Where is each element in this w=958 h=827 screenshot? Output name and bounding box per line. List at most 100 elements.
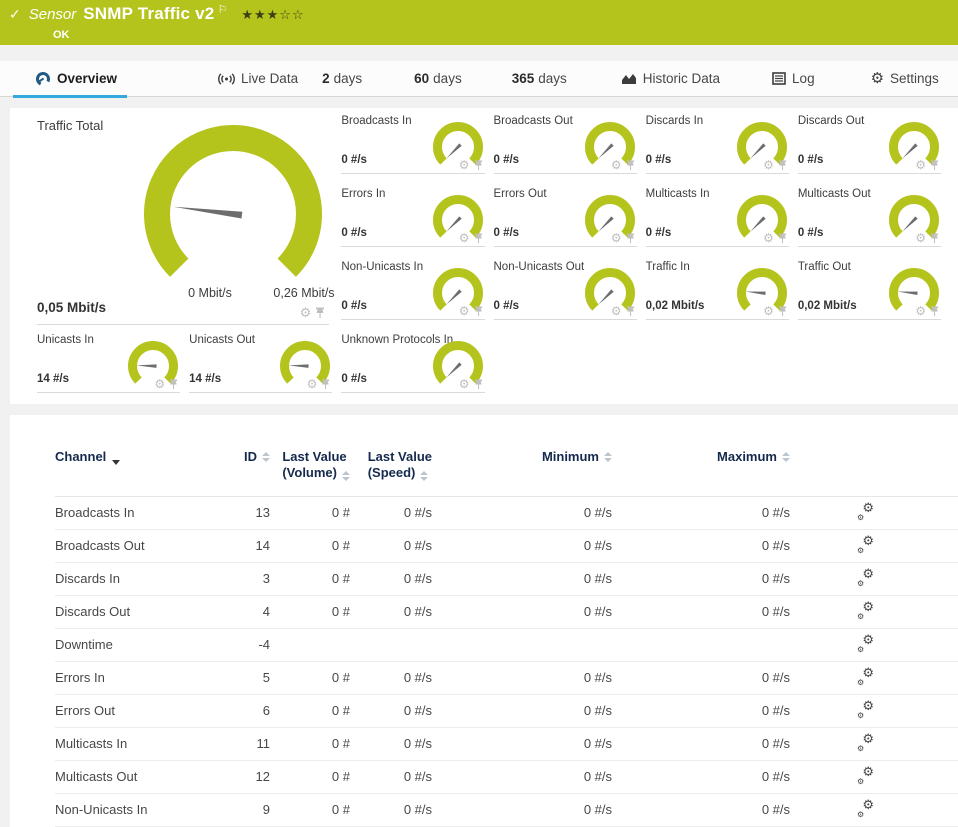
gear-icon[interactable]: ⚙	[458, 377, 470, 391]
channel-name: Downtime	[55, 637, 113, 652]
tab-live-data[interactable]: Live Data	[218, 61, 298, 97]
tab-historic-data[interactable]: Historic Data	[621, 61, 720, 97]
channel-last-value-speed: 0 #/s	[403, 703, 432, 718]
gear-icon[interactable]: ⚙	[610, 158, 622, 172]
channel-gauge-tile[interactable]: Unknown Protocols In 0 #/s ⚙	[341, 329, 493, 402]
tab-365-days[interactable]: 365 days	[512, 61, 567, 97]
gear-icon[interactable]: ⚙	[915, 304, 926, 318]
channel-name: Multicasts Out	[55, 769, 138, 784]
gear-icon[interactable]: ⚙	[915, 158, 926, 172]
pin-icon[interactable]	[778, 160, 787, 171]
gear-icon[interactable]: ⚙	[915, 231, 926, 245]
channel-settings-gears-icon[interactable]: ⚙ ⚙	[857, 698, 874, 720]
gear-icon[interactable]: ⚙	[763, 158, 774, 172]
tab-2-days[interactable]: 2 days	[322, 61, 362, 97]
gear-icon[interactable]: ⚙	[458, 304, 470, 318]
channel-settings-gears-icon[interactable]: ⚙ ⚙	[857, 632, 874, 654]
channel-settings-gears-icon[interactable]: ⚙ ⚙	[857, 500, 874, 522]
channel-gauge-tile[interactable]: Unicasts In 14 #/s ⚙	[37, 329, 189, 402]
column-label: Maximum	[717, 449, 777, 464]
gear-icon[interactable]: ⚙	[458, 231, 470, 245]
channel-gauge-tile[interactable]: Traffic In 0,02 Mbit/s ⚙	[645, 256, 798, 329]
column-header-id[interactable]: ID	[235, 449, 270, 464]
channel-settings-gears-icon[interactable]: ⚙ ⚙	[857, 599, 874, 621]
gear-icon[interactable]: ⚙	[306, 377, 318, 391]
channel-gauge-tile[interactable]: Errors In 0 #/s ⚙	[341, 183, 493, 256]
pin-icon[interactable]	[474, 379, 483, 390]
gear-icon[interactable]: ⚙	[763, 304, 774, 318]
channel-maximum: 0 #/s	[761, 769, 790, 784]
channel-gauge-tile[interactable]: Errors Out 0 #/s ⚙	[493, 183, 646, 256]
gauge-title: Traffic Out	[797, 261, 851, 273]
pin-icon[interactable]	[930, 306, 939, 317]
live-signal-icon	[218, 72, 235, 86]
pin-icon[interactable]	[474, 160, 483, 171]
pin-icon[interactable]	[930, 160, 939, 171]
gear-icon[interactable]: ⚙	[299, 305, 312, 320]
channel-last-value-volume: 0 #	[331, 670, 350, 685]
channel-gauge-tile[interactable]: Traffic Out 0,02 Mbit/s ⚙	[797, 256, 950, 329]
channel-settings-gears-icon[interactable]: ⚙ ⚙	[857, 731, 874, 753]
channel-settings-gears-icon[interactable]: ⚙ ⚙	[857, 665, 874, 687]
tab-log[interactable]: Log	[772, 61, 815, 97]
channel-gauge-tile[interactable]: Unicasts Out 14 #/s ⚙	[189, 329, 341, 402]
channel-gauge-tile[interactable]: Broadcasts In 0 #/s ⚙	[341, 110, 493, 183]
gear-icon[interactable]: ⚙	[610, 231, 622, 245]
channel-settings-gears-icon[interactable]: ⚙ ⚙	[857, 764, 874, 786]
column-header-volume[interactable]: Last Value (Volume)	[270, 449, 350, 482]
tab-number: 365	[511, 71, 535, 86]
gauge-value: 0 #/s	[341, 300, 367, 312]
channel-actions: ⚙ ⚙	[790, 566, 880, 588]
channel-settings-gears-icon[interactable]: ⚙ ⚙	[857, 566, 874, 588]
gauge-title: Discards Out	[797, 115, 865, 127]
sort-icon	[342, 471, 350, 482]
channel-actions: ⚙ ⚙	[790, 698, 880, 720]
pin-icon[interactable]	[321, 379, 330, 390]
gear-icon[interactable]: ⚙	[610, 304, 622, 318]
channel-gauge-tile[interactable]: Non-Unicasts Out 0 #/s ⚙	[493, 256, 646, 329]
pin-icon[interactable]	[169, 379, 178, 390]
gear-icon[interactable]: ⚙	[154, 377, 166, 391]
tab-settings[interactable]: ⚙ Settings	[871, 61, 939, 97]
pin-icon[interactable]	[930, 233, 939, 244]
channel-gauge-tile[interactable]: Multicasts In 0 #/s ⚙	[645, 183, 798, 256]
channel-actions: ⚙ ⚙	[790, 632, 880, 654]
channel-gauge-tile[interactable]: Broadcasts Out 0 #/s ⚙	[493, 110, 646, 183]
channel-settings-gears-icon[interactable]: ⚙ ⚙	[857, 797, 874, 819]
pin-icon[interactable]	[778, 306, 787, 317]
column-header-speed[interactable]: Last Value (Speed)	[350, 449, 432, 482]
column-header-max[interactable]: Maximum	[612, 449, 790, 464]
column-header-channel[interactable]: Channel	[55, 449, 235, 465]
column-header-min[interactable]: Minimum	[432, 449, 612, 464]
gear-icon[interactable]: ⚙	[458, 158, 470, 172]
channel-settings-gears-icon[interactable]: ⚙ ⚙	[857, 533, 874, 555]
gauge-value: 0 #/s	[341, 227, 367, 239]
pin-icon[interactable]	[778, 233, 787, 244]
pin-icon[interactable]	[626, 306, 635, 317]
pin-icon[interactable]	[474, 233, 483, 244]
channel-id: 12	[255, 769, 270, 784]
sort-icon	[782, 452, 790, 462]
pin-icon[interactable]	[626, 233, 635, 244]
channel-gauge-tile[interactable]: Non-Unicasts In 0 #/s ⚙	[341, 256, 493, 329]
flag-icon[interactable]: ⚐	[217, 4, 228, 16]
tab-overview[interactable]: Overview	[12, 61, 128, 98]
channel-minimum: 0 #/s	[583, 703, 612, 718]
channel-gauge-tile[interactable]: Multicasts Out 0 #/s ⚙	[797, 183, 950, 256]
gauge-dial	[581, 118, 639, 176]
gauge-actions: ⚙	[915, 232, 939, 244]
traffic-total-gauge-tile[interactable]: Traffic Total 0 Mbit/s 0,26 Mbit/s 0,05 …	[37, 110, 341, 329]
pin-icon[interactable]	[315, 307, 325, 319]
channel-gauge-tile[interactable]: Discards Out 0 #/s ⚙	[797, 110, 950, 183]
rating-stars[interactable]: ★★★☆☆	[241, 7, 304, 23]
gear-icon[interactable]: ⚙	[763, 231, 774, 245]
tab-60-days[interactable]: 60 days	[414, 61, 462, 97]
tab-label: Historic Data	[642, 71, 721, 86]
channel-maximum: 0 #/s	[761, 538, 790, 553]
pin-icon[interactable]	[474, 306, 483, 317]
channel-gauge-tile[interactable]: Discards In 0 #/s ⚙	[645, 110, 798, 183]
pin-icon[interactable]	[626, 160, 635, 171]
sensor-header-row: ✓ Sensor SNMP Traffic v2 ⚐ ★★★☆☆	[9, 4, 958, 28]
gauge-actions: ⚙	[915, 305, 939, 317]
channel-minimum: 0 #/s	[583, 538, 612, 553]
